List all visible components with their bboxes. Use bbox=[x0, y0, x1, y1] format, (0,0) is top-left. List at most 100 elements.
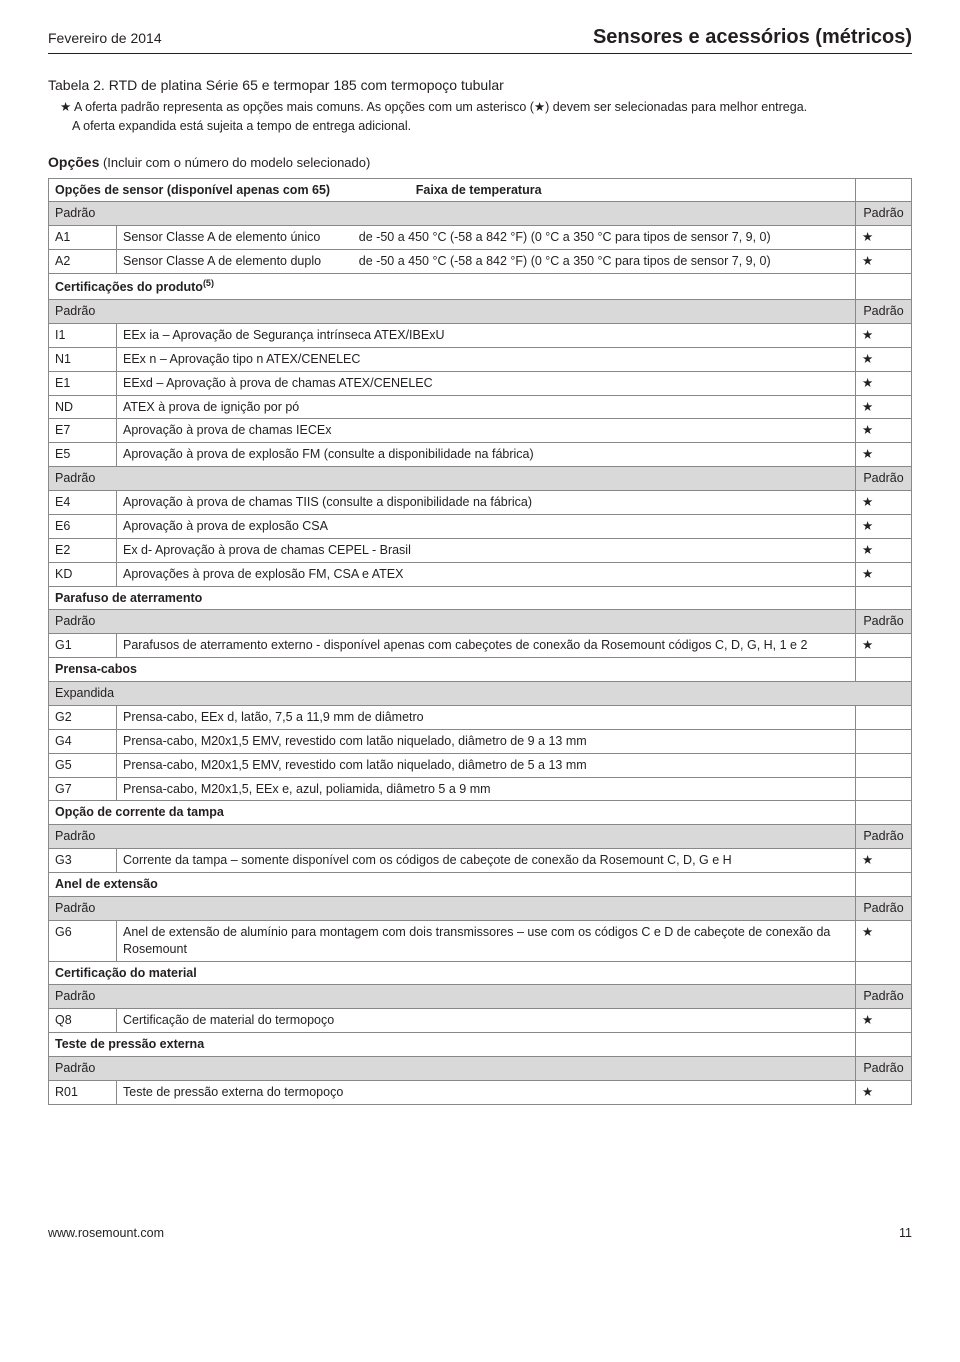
row-desc: Corrente da tampa – somente disponível c… bbox=[117, 849, 856, 873]
cert-mat-header: Certificação do material bbox=[49, 961, 856, 985]
row-code: G5 bbox=[49, 753, 117, 777]
row-desc: Aprovação à prova de explosão FM (consul… bbox=[117, 443, 856, 467]
table-note-2: A oferta expandida está sujeita a tempo … bbox=[72, 118, 912, 135]
row-code: E7 bbox=[49, 419, 117, 443]
blank-cell bbox=[856, 777, 912, 801]
blank-cell bbox=[856, 1033, 912, 1057]
padrao-label: Padrão bbox=[856, 896, 912, 920]
padrao-label: Padrão bbox=[49, 985, 856, 1009]
row-code: Q8 bbox=[49, 1009, 117, 1033]
footer-url: www.rosemount.com bbox=[48, 1225, 164, 1242]
star-icon: ★ bbox=[856, 371, 912, 395]
row-desc: EEx ia – Aprovação de Segurança intrínse… bbox=[117, 323, 856, 347]
star-icon: ★ bbox=[856, 849, 912, 873]
teste-header: Teste de pressão externa bbox=[49, 1033, 856, 1057]
padrao-label: Padrão bbox=[856, 610, 912, 634]
options-heading: Opções (Incluir com o número do modelo s… bbox=[48, 153, 912, 172]
row-code: E1 bbox=[49, 371, 117, 395]
padrao-label: Padrão bbox=[856, 1057, 912, 1081]
row-code: G2 bbox=[49, 705, 117, 729]
row-code: G1 bbox=[49, 634, 117, 658]
blank-cell bbox=[856, 705, 912, 729]
row-desc: Prensa-cabo, EEx d, latão, 7,5 a 11,9 mm… bbox=[117, 705, 856, 729]
row-desc: Aprovação à prova de explosão CSA bbox=[117, 514, 856, 538]
padrao-label: Padrão bbox=[856, 985, 912, 1009]
row-code: N1 bbox=[49, 347, 117, 371]
row-code: KD bbox=[49, 562, 117, 586]
sensor-options-header: Opções de sensor (disponível apenas com … bbox=[49, 178, 856, 202]
row-code: A2 bbox=[49, 250, 117, 274]
row-code: E4 bbox=[49, 491, 117, 515]
corrente-header: Opção de corrente da tampa bbox=[49, 801, 856, 825]
row-desc: Aprovação à prova de chamas IECEx bbox=[117, 419, 856, 443]
row-desc: Aprovações à prova de explosão FM, CSA e… bbox=[117, 562, 856, 586]
blank-cell bbox=[856, 586, 912, 610]
blank-cell bbox=[856, 729, 912, 753]
star-icon: ★ bbox=[856, 1080, 912, 1104]
star-icon: ★ bbox=[856, 419, 912, 443]
row-code: G6 bbox=[49, 920, 117, 961]
blank-cell bbox=[856, 658, 912, 682]
row-code: G4 bbox=[49, 729, 117, 753]
row-desc: Parafusos de aterramento externo - dispo… bbox=[117, 634, 856, 658]
star-icon: ★ bbox=[856, 226, 912, 250]
row-desc: Prensa-cabo, M20x1,5 EMV, revestido com … bbox=[117, 753, 856, 777]
expandida-label: Expandida bbox=[49, 682, 912, 706]
padrao-label: Padrão bbox=[49, 896, 856, 920]
row-code: R01 bbox=[49, 1080, 117, 1104]
row-code: E2 bbox=[49, 538, 117, 562]
footer-page: 11 bbox=[899, 1225, 912, 1242]
star-icon: ★ bbox=[856, 395, 912, 419]
padrao-label: Padrão bbox=[856, 825, 912, 849]
star-icon: ★ bbox=[856, 1009, 912, 1033]
row-desc: EEx n – Aprovação tipo n ATEX/CENELEC bbox=[117, 347, 856, 371]
row-desc: Anel de extensão de alumínio para montag… bbox=[117, 920, 856, 961]
star-icon: ★ bbox=[856, 920, 912, 961]
padrao-label: Padrão bbox=[49, 825, 856, 849]
row-code: ND bbox=[49, 395, 117, 419]
blank-cell bbox=[856, 801, 912, 825]
row-code: I1 bbox=[49, 323, 117, 347]
anel-header: Anel de extensão bbox=[49, 873, 856, 897]
padrao-label: Padrão bbox=[49, 300, 856, 324]
padrao-label: Padrão bbox=[856, 202, 912, 226]
padrao-label: Padrão bbox=[856, 467, 912, 491]
padrao-label: Padrão bbox=[49, 202, 856, 226]
star-icon: ★ bbox=[856, 562, 912, 586]
header-title: Sensores e acessórios (métricos) bbox=[593, 24, 912, 51]
blank-cell bbox=[856, 178, 912, 202]
row-code: E6 bbox=[49, 514, 117, 538]
row-desc: Sensor Classe A de elemento único de -50… bbox=[117, 226, 856, 250]
row-desc: Sensor Classe A de elemento duplo de -50… bbox=[117, 250, 856, 274]
star-icon: ★ bbox=[856, 634, 912, 658]
header-date: Fevereiro de 2014 bbox=[48, 29, 162, 48]
padrao-label: Padrão bbox=[49, 1057, 856, 1081]
row-desc: Prensa-cabo, M20x1,5, EEx e, azul, polia… bbox=[117, 777, 856, 801]
header-rule bbox=[48, 53, 912, 54]
blank-cell bbox=[856, 753, 912, 777]
blank-cell bbox=[856, 873, 912, 897]
star-icon: ★ bbox=[856, 491, 912, 515]
row-desc: Aprovação à prova de chamas TIIS (consul… bbox=[117, 491, 856, 515]
options-table: Opções de sensor (disponível apenas com … bbox=[48, 178, 912, 1105]
row-code: G3 bbox=[49, 849, 117, 873]
star-icon: ★ bbox=[856, 347, 912, 371]
row-code: G7 bbox=[49, 777, 117, 801]
table-title: Tabela 2. RTD de platina Série 65 e term… bbox=[48, 76, 912, 95]
row-desc: Certificação de material do termopoço bbox=[117, 1009, 856, 1033]
padrao-label: Padrão bbox=[49, 467, 856, 491]
row-desc: Prensa-cabo, M20x1,5 EMV, revestido com … bbox=[117, 729, 856, 753]
row-desc: EExd – Aprovação à prova de chamas ATEX/… bbox=[117, 371, 856, 395]
blank-cell bbox=[856, 274, 912, 300]
row-code: E5 bbox=[49, 443, 117, 467]
row-desc: Ex d- Aprovação à prova de chamas CEPEL … bbox=[117, 538, 856, 562]
padrao-label: Padrão bbox=[49, 610, 856, 634]
star-icon: ★ bbox=[856, 250, 912, 274]
blank-cell bbox=[856, 961, 912, 985]
parafuso-header: Parafuso de aterramento bbox=[49, 586, 856, 610]
row-desc: ATEX à prova de ignição por pó bbox=[117, 395, 856, 419]
cert-prod-header: Certificações do produto(5) bbox=[49, 274, 856, 300]
prensa-header: Prensa-cabos bbox=[49, 658, 856, 682]
star-icon: ★ bbox=[856, 323, 912, 347]
star-icon: ★ bbox=[856, 538, 912, 562]
